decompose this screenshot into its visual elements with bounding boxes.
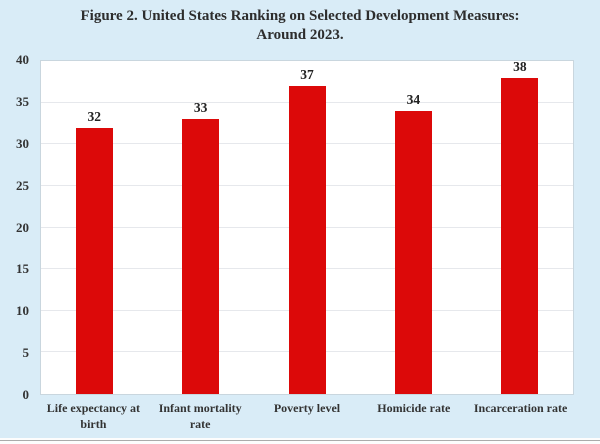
bars: 32 33 37 34 38 <box>41 59 573 394</box>
bar-value-label: 34 <box>406 91 421 107</box>
y-tick-label: 40 <box>16 52 29 67</box>
bar-slot: 32 <box>41 61 147 394</box>
bar-slot: 38 <box>467 59 573 394</box>
y-tick-label: 25 <box>16 177 29 193</box>
y-tick-label: 20 <box>16 219 29 235</box>
bar-slot: 33 <box>147 61 253 394</box>
y-tick-label: 30 <box>16 135 29 151</box>
x-category-label: Homicide rate <box>377 401 451 415</box>
bar: 37 <box>288 67 326 394</box>
y-tick-label: 15 <box>16 261 29 277</box>
chart-title-line1: Figure 2. United States Ranking on Selec… <box>80 8 520 24</box>
bar-slot: 37 <box>254 61 360 394</box>
bar: 38 <box>501 59 539 394</box>
y-tick-label: 35 <box>16 93 29 109</box>
bar: 33 <box>182 100 220 394</box>
x-axis-labels: Life expectancy at birth Infant mortality… <box>40 401 574 432</box>
y-axis: 0 5 10 15 20 25 30 35 40 <box>0 52 34 402</box>
chart-title: Figure 2. United States Ranking on Selec… <box>0 7 600 45</box>
y-tick-label: 10 <box>16 303 29 319</box>
x-category-label: Life expectancy at birth <box>46 401 141 431</box>
bar: 34 <box>394 92 432 394</box>
x-category-label: Poverty level <box>273 401 341 415</box>
chart-title-line2: Around 2023. <box>256 26 344 43</box>
plot-area: 32 33 37 34 38 <box>40 59 574 395</box>
bar-value-label: 32 <box>87 108 101 124</box>
bar-value-label: 38 <box>513 58 527 74</box>
bar-value-label: 37 <box>300 66 314 82</box>
x-category-label: Incarceration rate <box>473 401 568 415</box>
y-tick-label: 0 <box>22 387 30 402</box>
bar-value-label: 33 <box>193 100 208 116</box>
y-tick-label: 5 <box>22 345 30 361</box>
bottom-edge <box>0 438 600 444</box>
bar: 32 <box>75 109 113 394</box>
bar-slot: 34 <box>360 61 466 394</box>
x-category-label: Infant mortality rate <box>158 401 242 431</box>
